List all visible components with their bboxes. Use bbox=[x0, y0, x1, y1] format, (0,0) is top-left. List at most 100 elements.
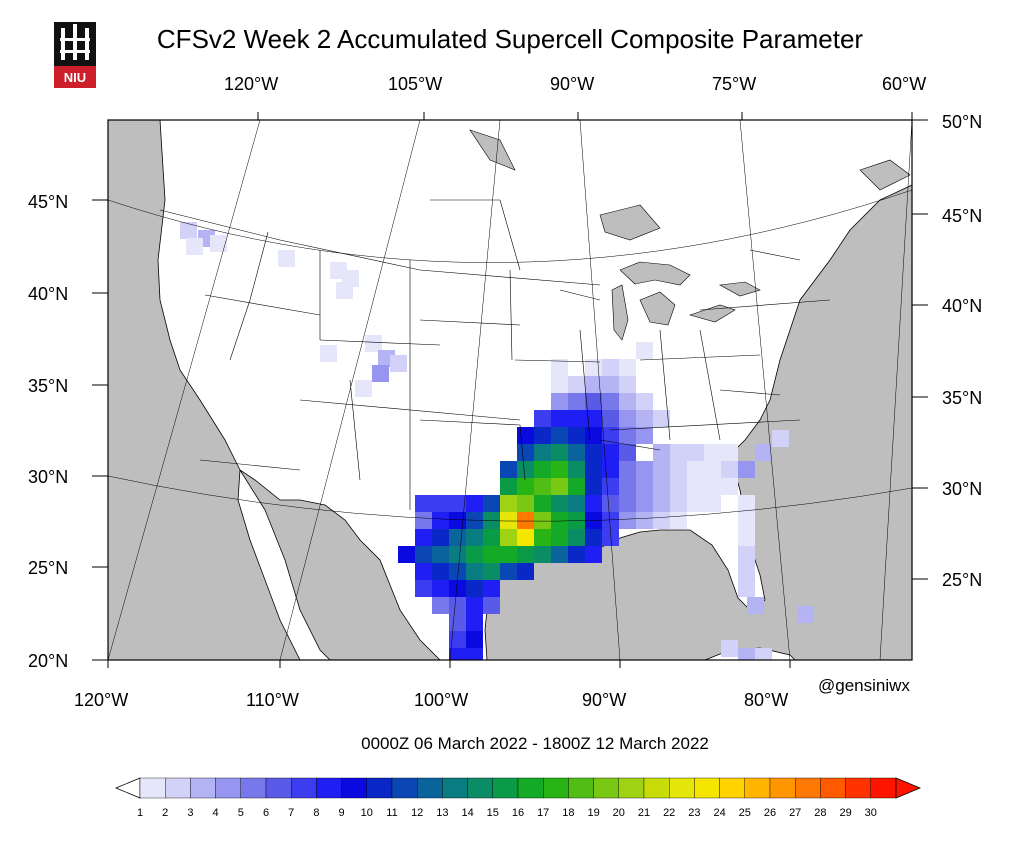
graticule-line bbox=[108, 475, 912, 522]
state-border bbox=[599, 439, 661, 451]
plot-frame bbox=[107, 119, 913, 661]
right-lat-label: 40°N bbox=[942, 296, 982, 316]
scp-grid-cell bbox=[738, 648, 755, 660]
state-border bbox=[419, 419, 526, 481]
state-border bbox=[659, 329, 671, 441]
scp-grid-cell bbox=[534, 461, 551, 478]
scp-grid-cell bbox=[602, 359, 619, 376]
colorbar-tick-label: 16 bbox=[512, 807, 524, 819]
scp-grid-cell bbox=[551, 427, 568, 444]
right-lat-label: 50°N bbox=[942, 112, 982, 132]
scp-grid-cell bbox=[747, 597, 764, 614]
scp-grid-cell bbox=[602, 410, 619, 427]
colorbar-swatch bbox=[417, 777, 443, 799]
colorbar-swatch bbox=[291, 777, 317, 799]
scp-grid-cell bbox=[585, 427, 602, 444]
state-border bbox=[699, 299, 831, 311]
scp-grid-cell bbox=[449, 546, 466, 563]
scp-grid-cell bbox=[636, 410, 653, 427]
colorbar-swatch bbox=[769, 777, 796, 799]
scp-grid-cell bbox=[432, 546, 449, 563]
colorbar-tick-label: 17 bbox=[537, 807, 549, 819]
scp-grid-cell bbox=[500, 461, 517, 478]
scp-grid-cell bbox=[602, 512, 619, 529]
scp-grid-cell bbox=[449, 512, 466, 529]
colorbar-tick-label: 21 bbox=[638, 807, 650, 819]
state-border bbox=[299, 399, 521, 421]
scp-grid-cell bbox=[568, 461, 585, 478]
scp-grid-cell bbox=[500, 529, 517, 546]
scp-grid-cell bbox=[449, 597, 466, 614]
scp-grid-cell bbox=[180, 222, 197, 239]
scp-grid-cell bbox=[619, 512, 636, 529]
scp-grid-cell bbox=[415, 495, 432, 512]
colorbar-swatch bbox=[139, 777, 166, 799]
scp-grid-cell bbox=[432, 529, 449, 546]
scp-grid-cell bbox=[466, 546, 483, 563]
scp-grid-cell bbox=[517, 546, 534, 563]
right-lat-label: 45°N bbox=[942, 206, 982, 226]
graticule-line bbox=[739, 120, 791, 660]
colorbar-tick-label: 18 bbox=[562, 807, 574, 819]
scp-grid-cell bbox=[755, 648, 772, 660]
scp-grid-cell bbox=[653, 444, 670, 461]
scp-grid-cell bbox=[483, 580, 500, 597]
scp-grid-cell bbox=[336, 282, 353, 299]
top-lon-label: 75°W bbox=[712, 74, 756, 94]
scp-grid-cell bbox=[186, 238, 203, 255]
scp-grid-cell bbox=[585, 376, 602, 393]
scp-grid-cell bbox=[568, 495, 585, 512]
scp-grid-cell bbox=[534, 495, 551, 512]
scp-grid-cell bbox=[551, 512, 568, 529]
scp-grid-cell bbox=[415, 580, 432, 597]
colorbar-tick-label: 1 bbox=[137, 807, 143, 819]
scp-grid-cell bbox=[517, 563, 534, 580]
scp-grid-cell bbox=[415, 563, 432, 580]
scp-grid-cell bbox=[738, 546, 755, 563]
scp-grid-cell bbox=[687, 495, 704, 512]
colorbar-tick-label: 25 bbox=[739, 807, 751, 819]
colorbar-swatch bbox=[568, 777, 594, 799]
scp-grid-cell bbox=[466, 597, 483, 614]
scp-grid-cell bbox=[568, 529, 585, 546]
left-lat-label: 40°N bbox=[28, 284, 68, 304]
colorbar-tick-label: 15 bbox=[487, 807, 499, 819]
left-lat-label: 25°N bbox=[28, 558, 68, 578]
graticule-line bbox=[449, 120, 501, 660]
scp-grid-cell bbox=[432, 495, 449, 512]
colorbar-tick-label: 14 bbox=[461, 807, 473, 819]
niu-logo bbox=[54, 22, 96, 88]
scp-grid-cell bbox=[534, 546, 551, 563]
state-border bbox=[509, 269, 513, 361]
scp-grid-cell bbox=[636, 427, 653, 444]
colorbar-swatch bbox=[442, 777, 468, 799]
scp-grid-cell bbox=[704, 461, 721, 478]
scp-grid-cell bbox=[602, 478, 619, 495]
colorbar-swatch bbox=[215, 777, 242, 799]
colorbar-swatch bbox=[820, 777, 846, 799]
scp-grid-cell bbox=[432, 563, 449, 580]
scp-grid-cell bbox=[278, 250, 295, 267]
top-lon-label: 60°W bbox=[882, 74, 926, 94]
colorbar-swatch bbox=[190, 777, 216, 799]
colorbar-swatch bbox=[744, 777, 771, 799]
scp-grid-cell bbox=[551, 359, 568, 376]
scp-grid-cell bbox=[568, 410, 585, 427]
top-lon-label: 90°W bbox=[550, 74, 594, 94]
state-border bbox=[699, 329, 721, 441]
state-border bbox=[229, 231, 269, 361]
colorbar-swatch bbox=[795, 777, 821, 799]
scp-grid-cell bbox=[585, 410, 602, 427]
scp-grid-cell bbox=[619, 393, 636, 410]
scp-grid-cell bbox=[619, 376, 636, 393]
scp-grid-cell bbox=[466, 631, 483, 648]
scp-grid-cell bbox=[653, 512, 670, 529]
colorbar-tick-label: 5 bbox=[238, 807, 244, 819]
scp-grid-cell bbox=[568, 393, 585, 410]
state-border bbox=[579, 329, 591, 441]
scp-grid-cell bbox=[551, 410, 568, 427]
state-border bbox=[204, 294, 321, 316]
scp-grid-cell bbox=[372, 365, 389, 382]
scp-grid-cell bbox=[568, 512, 585, 529]
scp-grid-cell bbox=[721, 444, 738, 461]
